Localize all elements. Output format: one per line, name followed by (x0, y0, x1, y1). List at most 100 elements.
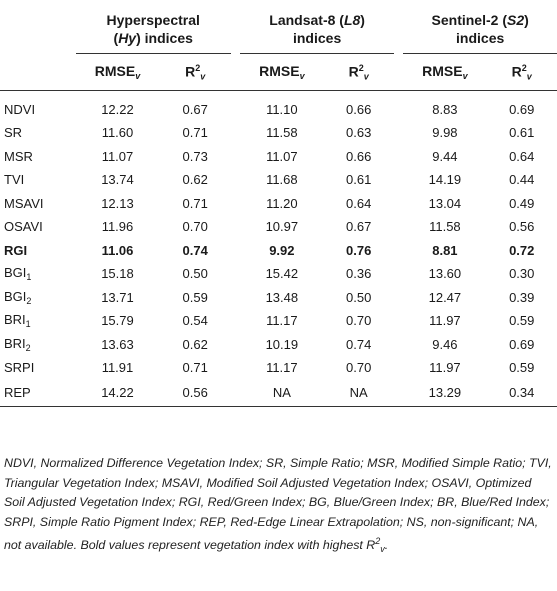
cell-rmse-hy: 13.63 (101, 336, 134, 352)
cell-r2-hy: 0.74 (182, 242, 208, 258)
gap (230, 53, 241, 91)
cell-r2-hy: 0.62 (182, 336, 208, 352)
gap (231, 168, 240, 192)
cell-rmse-l8: 11.68 (266, 172, 298, 188)
index-name: NDVI (4, 101, 36, 117)
cell-r2-s2: 0.56 (509, 219, 535, 235)
group-title-paren: ) (360, 12, 365, 28)
cell-rmse-l8: 11.17 (266, 313, 298, 329)
index-name: BRI1 (4, 312, 31, 330)
cell-r2-hy: 0.56 (159, 379, 231, 407)
gap (394, 192, 403, 216)
gap (393, 53, 404, 91)
cell-r2-s2: 0.59 (509, 360, 535, 376)
gap (394, 333, 403, 357)
cell-rmse-hy: 13.71 (101, 289, 134, 305)
table-row: REP 14.22 0.56 NA NA 13.29 0.34 (0, 379, 557, 407)
col-r2-hy: R2v (159, 53, 231, 91)
table-row: MSR 11.07 0.73 11.07 0.66 9.44 0.64 (0, 145, 557, 169)
cell-rmse-l8: 15.42 (265, 266, 299, 282)
sentinel-group-header: Sentinel-2 (S2) indices (403, 0, 557, 54)
group-title-italic: S2 (507, 12, 525, 28)
index-subheader (0, 53, 76, 91)
cell-r2-hy: 0.70 (182, 219, 208, 235)
cell-rmse-l8: 13.48 (265, 289, 299, 305)
cell-rmse-s2: 9.44 (432, 148, 458, 164)
gap (231, 333, 240, 357)
index-name: RGI (4, 242, 28, 258)
index-header (0, 0, 76, 54)
col-rmse-l8: RMSEv (240, 53, 324, 91)
cell-r2-hy: 0.71 (182, 125, 208, 141)
table-row: SRPI 11.91 0.71 11.17 0.70 11.97 0.59 (0, 356, 557, 380)
gap (394, 168, 403, 192)
group-title-paren: ( (113, 30, 119, 46)
cell-r2-l8: 0.66 (346, 148, 372, 164)
cell-rmse-l8: 10.97 (265, 219, 299, 235)
cell-rmse-s2: 9.46 (432, 336, 458, 352)
cell-r2-s2: 0.69 (509, 101, 535, 117)
gap (394, 239, 403, 263)
cell-rmse-hy: 12.13 (101, 195, 134, 211)
gap (231, 239, 240, 263)
index-name: SRPI (4, 360, 35, 376)
cell-rmse-l8: 11.17 (266, 360, 298, 376)
cell-r2-hy: 0.71 (182, 195, 208, 211)
index-name: BGI2 (4, 288, 32, 306)
gap (231, 309, 240, 333)
table-row: BRI2 13.63 0.62 10.19 0.74 9.46 0.69 (0, 333, 557, 357)
cell-r2-hy: 0.73 (182, 148, 208, 164)
group-title-line2: indices (292, 30, 342, 46)
cell-rmse-l8: 9.92 (269, 242, 295, 258)
gap (231, 356, 240, 380)
cell-r2-l8: 0.66 (346, 101, 372, 117)
gap (231, 0, 240, 54)
cell-rmse-s2: 11.97 (429, 360, 461, 376)
cell-r2-l8: 0.74 (346, 336, 372, 352)
cell-r2-s2: 0.34 (486, 379, 557, 407)
gap (394, 286, 403, 310)
cell-rmse-s2: 12.47 (428, 289, 462, 305)
index-name: TVI (4, 172, 25, 188)
table-row: BRI1 15.79 0.54 11.17 0.70 11.97 0.59 (0, 309, 557, 333)
cell-r2-s2: 0.30 (509, 266, 535, 282)
cell-rmse-s2: 13.04 (428, 195, 462, 211)
table-row: TVI 13.74 0.62 11.68 0.61 14.19 0.44 (0, 168, 557, 192)
table-row: RGI 11.06 0.74 9.92 0.76 8.81 0.72 (0, 239, 557, 263)
footnote-sub: v (380, 544, 385, 555)
group-title-italic: Hy (118, 30, 137, 46)
cell-r2-l8: 0.61 (346, 172, 372, 188)
gap (394, 215, 403, 239)
index-name: SR (4, 125, 23, 141)
gap (231, 215, 240, 239)
cell-r2-l8: 0.36 (346, 266, 372, 282)
cell-r2-l8: 0.76 (346, 242, 372, 258)
cell-r2-hy: 0.59 (182, 289, 208, 305)
group-title-paren: ) (524, 12, 529, 28)
cell-r2-s2: 0.49 (509, 195, 535, 211)
gap (231, 91, 240, 122)
index-name: REP (0, 379, 76, 407)
gap (230, 379, 241, 407)
cell-rmse-hy: 14.22 (75, 379, 160, 407)
index-name: MSR (4, 148, 33, 164)
index-name: MSAVI (4, 195, 44, 211)
cell-rmse-hy: 11.60 (101, 125, 134, 141)
gap (231, 121, 240, 145)
cell-r2-s2: 0.44 (509, 172, 535, 188)
gap (394, 262, 403, 286)
results-table: Hyperspectral (Hy) indices Landsat-8 (L8… (0, 0, 557, 407)
col-r2-l8: R2v (323, 53, 394, 91)
cell-r2-s2: 0.72 (509, 242, 535, 258)
group-title-line2: ) indices (136, 30, 193, 46)
index-name: BRI2 (4, 335, 31, 353)
cell-rmse-s2: 11.58 (429, 219, 461, 235)
cell-rmse-hy: 12.22 (101, 101, 134, 117)
cell-r2-hy: 0.54 (182, 313, 208, 329)
hyperspectral-group-header: Hyperspectral (Hy) indices (75, 0, 231, 54)
table-body: NDVI 12.22 0.67 11.10 0.66 8.83 0.69 SR 11.60 0.7… (0, 91, 557, 407)
col-rmse-s2: RMSEv (403, 53, 487, 91)
cell-rmse-s2: 11.97 (429, 313, 461, 329)
footnote-text: NDVI, Normalized Difference Vegetation I… (4, 456, 552, 553)
cell-rmse-s2: 14.19 (428, 172, 462, 188)
